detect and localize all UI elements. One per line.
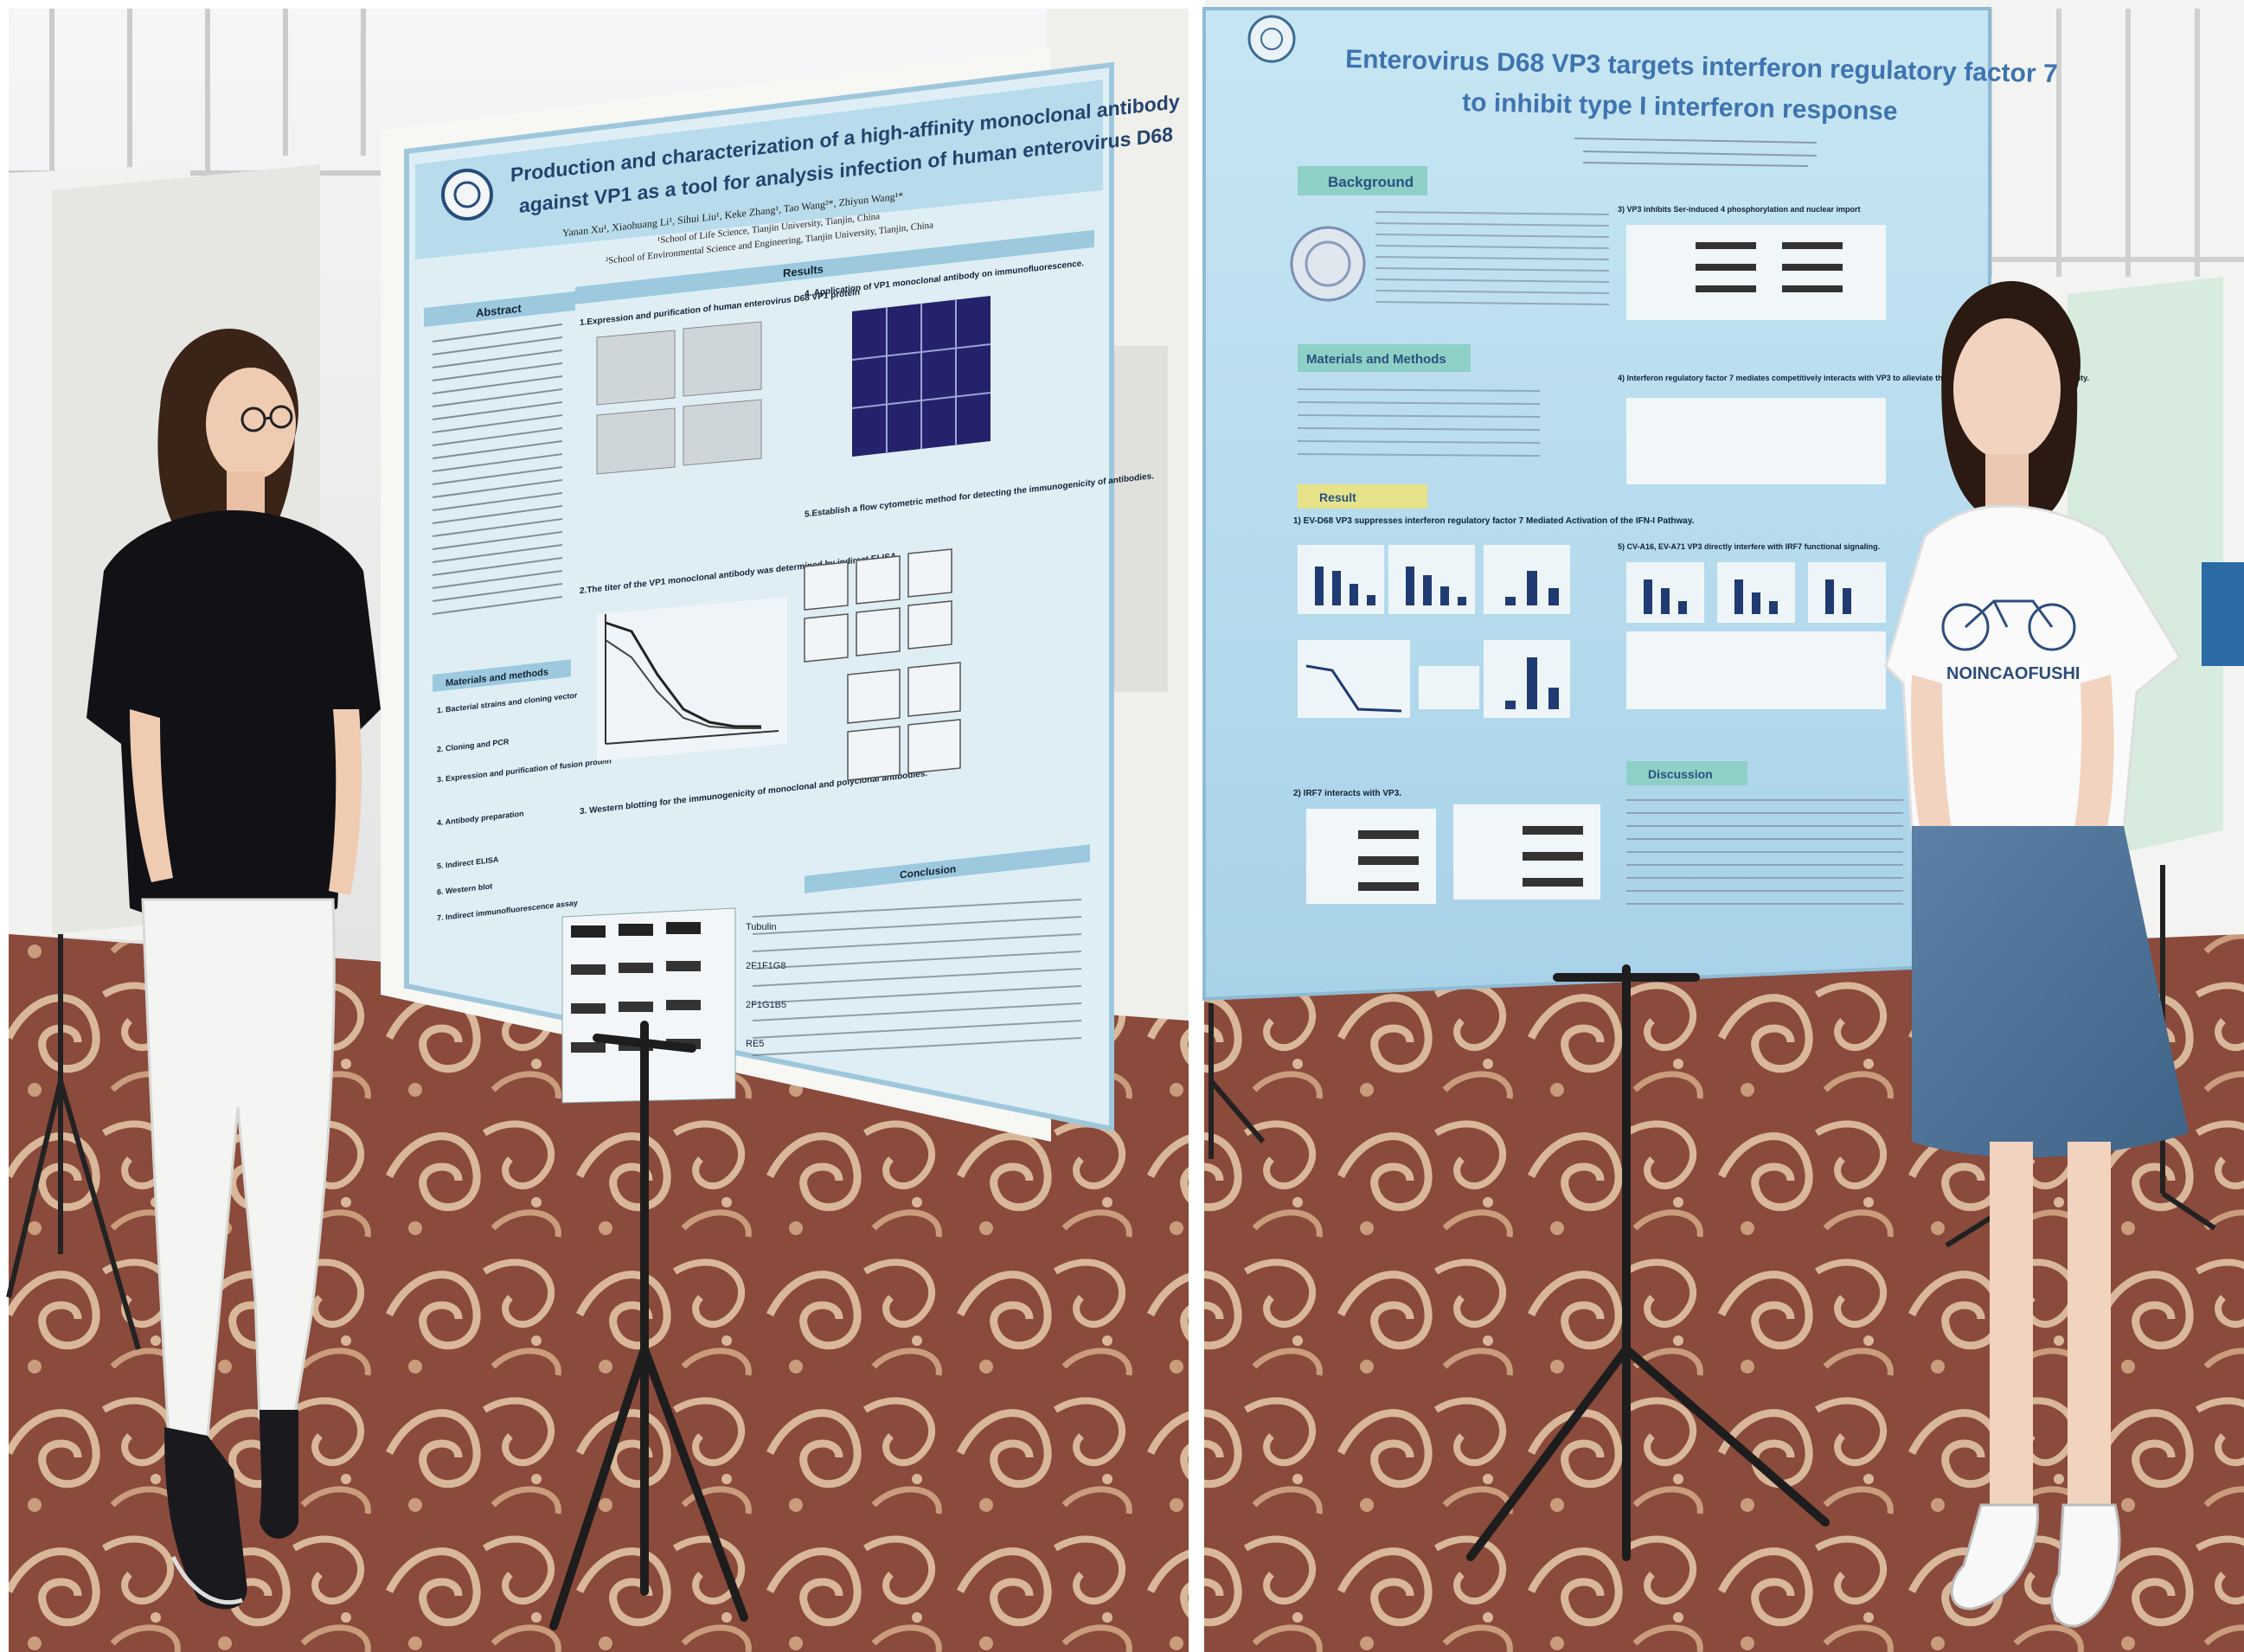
abstract-text-lines [432,323,563,615]
discussion-heading-box [1626,761,1747,785]
photo-divider [1189,0,1204,1652]
result-2-title: 2) IRF7 interacts with VP3. [1293,789,1401,798]
result2-blots [1306,804,1600,904]
blot-label-1: Tubulin [746,922,777,932]
right-photo: Enterovirus D68 VP3 targets interferon r… [1202,0,2244,1652]
left-photo: Production and characterization of a hig… [6,9,1189,1652]
result-3-title: 3) VP3 inhibits Ser-induced 4 phosphoryl… [1618,205,1861,214]
result-4-title: 4) Interferon regulatory factor 7 mediat… [1618,374,2089,382]
sneaker-right-2 [2050,1503,2121,1628]
virus-structure-image [1290,226,1366,302]
background-text-lines [1375,211,1610,305]
abstract-heading: Abstract [476,302,522,320]
right-poster-authors-lines [1574,138,1818,167]
result3-blot-panel [1626,225,1886,320]
person-right: NOINCAOFUSHI [1884,281,2189,1628]
methods-text-lines [1297,388,1541,457]
shoe-left-2 [260,1410,298,1539]
result-heading: Result [1319,490,1356,504]
gel-image-3 [596,407,676,475]
gel-image-4 [683,399,762,466]
bicycle-graphic [1941,599,2076,651]
right-methods-heading: Materials and Methods [1306,352,1446,367]
result4-panel [1626,398,1886,484]
shoe-left-1 [164,1427,247,1610]
result1-bar-charts [1298,545,1570,718]
result-5-title: 5) CV-A16, EV-A71 VP3 directly interfere… [1618,542,1880,551]
left-easel-stand [549,1021,748,1630]
discussion-heading: Discussion [1648,767,1713,781]
university-logo-left [441,169,493,221]
university-logo-right [1247,15,1296,63]
gel-image-2 [683,321,762,397]
immunofluorescence-grid [851,296,991,457]
methods-heading-box [1298,344,1471,372]
background-stand-left [6,934,141,1350]
left-poster-title-band [415,80,1103,259]
result3-blot-bands [1696,242,1843,292]
tshirt-text: NOINCAOFUSHI [1946,664,2080,683]
background-blue-sign [2202,562,2244,666]
sneaker-right-1 [1950,1503,2040,1610]
result-1-title: 1) EV-D68 VP3 suppresses interferon regu… [1293,516,1695,526]
result-heading-box [1298,484,1427,509]
background-heading-box [1298,166,1427,195]
gel-image-1 [596,330,676,406]
background-heading: Background [1328,174,1414,190]
denim-skirt [1912,826,2189,1158]
white-jeans [141,898,336,1437]
flow-cytometry-panels [804,548,961,781]
blot-label-4: RE5 [746,1039,764,1049]
blot-label-2: 2F1F1G8 [746,961,785,971]
results-heading: Results [783,262,824,279]
elisa-chart [597,597,787,761]
right-easel-stand [1466,964,1830,1561]
conclusion-text-lines [752,899,1082,1056]
person-left [87,329,381,1610]
discussion-text-lines [1626,799,1903,905]
result5-charts [1626,562,1886,709]
